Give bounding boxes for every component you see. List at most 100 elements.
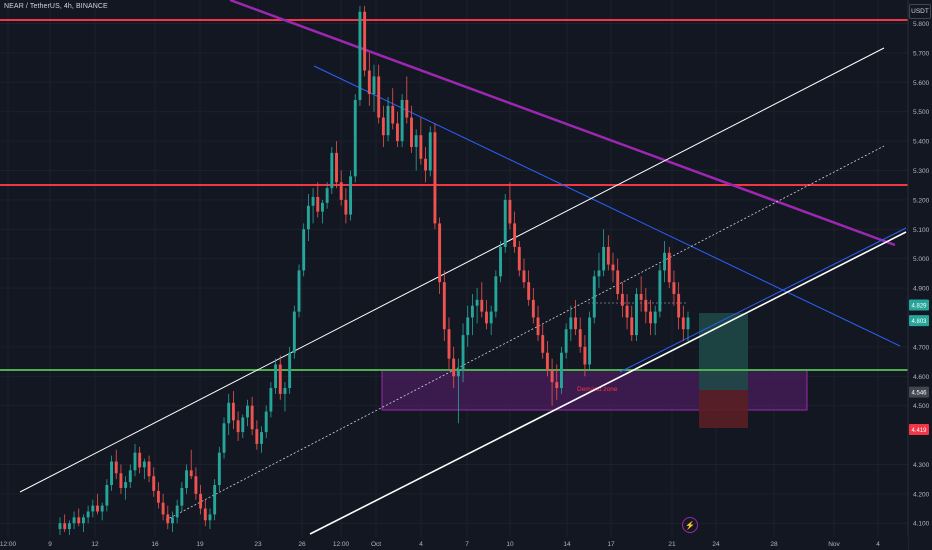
candle-body <box>569 317 573 330</box>
candle-body <box>564 329 568 353</box>
candle-body <box>189 470 193 477</box>
lightning-icon[interactable]: ⚡ <box>682 517 698 533</box>
candle-body <box>433 132 437 224</box>
y-tick-label: 5.600 <box>913 80 930 87</box>
channel-mid-line[interactable] <box>165 145 885 521</box>
candle-body <box>653 311 657 324</box>
candle-body <box>639 293 643 300</box>
candle-body <box>264 411 268 433</box>
currency-button[interactable]: USDT <box>909 4 931 19</box>
candle-body <box>372 76 376 95</box>
candle-body <box>236 420 240 433</box>
y-tick-label: 4.600 <box>913 374 930 381</box>
x-tick-label: 23 <box>254 541 262 548</box>
candle-body <box>344 199 348 215</box>
x-tick-label: 12:00 <box>0 541 17 548</box>
candle-body <box>175 505 179 518</box>
price-axis[interactable]: 5.800 5.700 5.600 5.500 5.400 5.300 5.200 5.100… <box>907 0 932 550</box>
price-axis-bg <box>908 0 932 550</box>
candle-body <box>447 329 451 359</box>
demand-zone-label: Demand zone <box>577 386 618 393</box>
candle-body <box>508 199 512 224</box>
time-axis[interactable]: 12:00 9 12 16 19 23 26 12:00 Oct 4 7 10 14 17 21 24 28 No… <box>0 537 908 550</box>
candle-body <box>517 246 521 271</box>
candle-body <box>250 405 254 430</box>
y-tick-label: 5.100 <box>913 227 930 234</box>
channel-upper-line[interactable] <box>19 47 885 493</box>
candle-body <box>274 364 278 389</box>
candle-body <box>560 352 563 389</box>
candle-body <box>269 388 273 412</box>
y-tick-label: 5.500 <box>913 109 930 116</box>
candle-body <box>119 473 123 488</box>
x-tick-label: 12:00 <box>333 541 350 548</box>
candle-body <box>213 485 217 515</box>
candle-body <box>110 461 114 486</box>
candle-body <box>522 270 526 283</box>
x-tick-label: 19 <box>196 541 204 548</box>
y-tick-label: 5.000 <box>913 256 930 263</box>
candle-body <box>428 132 432 171</box>
symbol-title[interactable]: NEAR / TetherUS, 4h, BINANCE <box>4 3 108 10</box>
y-tick-label: 4.300 <box>913 462 930 469</box>
descending-trendline[interactable] <box>229 0 896 247</box>
candle-body <box>400 99 404 142</box>
candle-body <box>147 461 151 477</box>
y-tick-label: 5.700 <box>913 50 930 57</box>
candle-body <box>672 282 676 294</box>
position-stop-box[interactable] <box>699 390 748 428</box>
candle-body <box>644 299 648 312</box>
candle-body <box>166 514 170 524</box>
candle-body <box>325 188 329 203</box>
x-tick-label: 17 <box>607 541 615 548</box>
candle-body <box>606 246 610 265</box>
x-tick-label: 4 <box>419 541 423 548</box>
candle-body <box>503 199 507 247</box>
candle-body <box>452 358 456 377</box>
candle-body <box>142 461 146 468</box>
candle-body <box>86 511 90 518</box>
x-tick-label: 9 <box>48 541 52 548</box>
x-tick-label: Nov <box>828 541 840 548</box>
candle-body <box>545 352 549 371</box>
y-tick-label: 4.900 <box>913 286 930 293</box>
candle-body <box>91 505 95 512</box>
candle-body <box>171 517 174 524</box>
candle-body <box>578 329 582 347</box>
candle-body <box>306 205 310 230</box>
candle-body <box>499 246 502 277</box>
candle-body <box>391 105 395 124</box>
candle-body <box>667 252 671 283</box>
candle-body <box>489 311 493 324</box>
y-tick-label: 5.400 <box>913 139 930 146</box>
candle-body <box>630 317 634 336</box>
candle-body <box>335 152 338 183</box>
candle-body <box>395 123 399 142</box>
candle-body <box>592 276 596 318</box>
channel-lower-line[interactable] <box>309 231 907 535</box>
x-tick-label: 7 <box>465 541 469 548</box>
candle-body <box>128 470 132 483</box>
candle-body <box>349 176 353 215</box>
candle-body <box>410 117 413 147</box>
candle-body <box>470 305 474 318</box>
candle-body <box>583 346 587 365</box>
candle-body <box>494 276 498 312</box>
candle-body <box>283 388 287 394</box>
y-tick-label: 5.800 <box>913 21 930 28</box>
candle-body <box>386 105 390 136</box>
candle-body <box>377 76 381 118</box>
candle-body <box>217 452 221 486</box>
channel-lower-line-blue[interactable] <box>619 227 907 373</box>
drawings <box>0 0 908 535</box>
candle-body <box>649 311 652 324</box>
candle-body <box>161 502 165 515</box>
candle-body <box>320 202 324 212</box>
candle-body <box>241 417 245 433</box>
candle-body <box>381 117 385 136</box>
price-label: 4.803 <box>911 319 927 325</box>
position-target-box[interactable] <box>699 313 748 390</box>
candle-body <box>72 517 76 524</box>
